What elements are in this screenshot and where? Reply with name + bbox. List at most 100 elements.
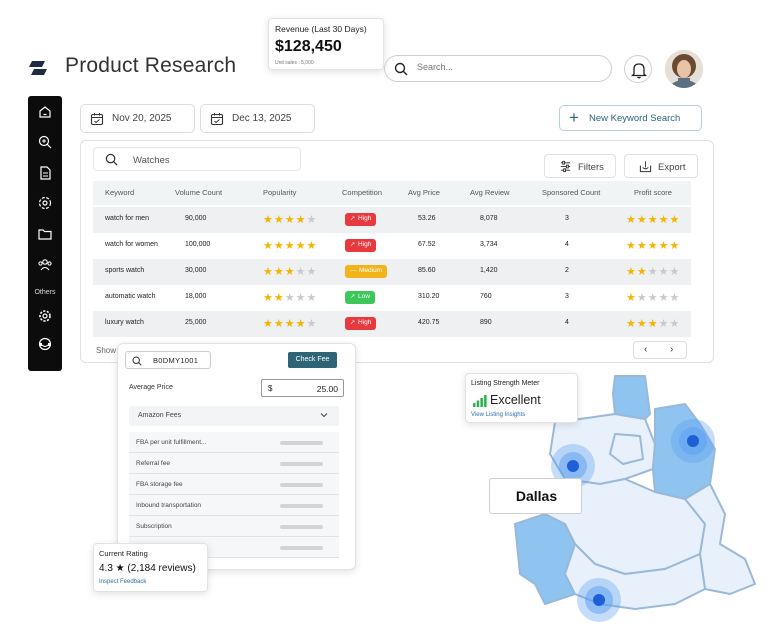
table-row[interactable]: watch for women 100,000 ★★★★★ ↗ High 67.52 3,7… bbox=[93, 233, 691, 259]
average-price-input[interactable]: $ 25.00 bbox=[261, 379, 344, 397]
star-icon: ★ bbox=[263, 240, 274, 252]
table-row[interactable]: automatic watch 18,000 ★★★★★ ↗ Low 310.20 760 3… bbox=[93, 285, 691, 311]
star-icon: ★ bbox=[626, 318, 637, 330]
star-icon: ★ bbox=[669, 292, 681, 304]
check-fee-button[interactable]: Check Fee bbox=[288, 352, 337, 368]
start-date-picker[interactable]: Nov 20, 2025 bbox=[80, 104, 195, 133]
profit-score-stars: ★★★★★ bbox=[626, 213, 680, 226]
search-bar[interactable] bbox=[384, 55, 612, 82]
inspect-feedback-link[interactable]: Inspect Feedback bbox=[99, 579, 147, 585]
star-icon: ★ bbox=[658, 240, 670, 252]
table-row[interactable]: sports watch 30,000 ★★★★★ — Medium 85.60 1,420… bbox=[93, 259, 691, 285]
page-title: Product Research bbox=[65, 54, 237, 77]
star-icon: ★ bbox=[647, 292, 659, 304]
search-icon bbox=[105, 153, 118, 166]
home-icon[interactable] bbox=[37, 104, 53, 120]
fee-calculator-card: B0DMY1001 Check Fee Average Price $ 25.0… bbox=[117, 343, 356, 570]
star-icon: ★ bbox=[626, 240, 637, 252]
start-date: Nov 20, 2025 bbox=[112, 113, 172, 124]
current-rating-card: Current Rating 4.3 ★ (2,184 reviews) Ins… bbox=[93, 543, 208, 592]
star-icon: ★ bbox=[636, 240, 648, 252]
competition-badge: ↗ High bbox=[345, 239, 377, 252]
city-name: Dallas bbox=[515, 488, 558, 504]
competition-badge: — Medium bbox=[345, 265, 388, 278]
plus-icon: + bbox=[569, 108, 579, 127]
new-keyword-search-button[interactable]: + New Keyword Search bbox=[559, 105, 702, 131]
star-icon: ★ bbox=[647, 318, 659, 330]
end-date: Dec 13, 2025 bbox=[232, 113, 292, 124]
next-page-icon[interactable]: › bbox=[670, 344, 674, 355]
column-header: Volume Count bbox=[175, 188, 223, 197]
filters-button[interactable]: Filters bbox=[544, 154, 616, 178]
star-icon: ★ bbox=[647, 214, 659, 226]
trend-up-icon: ↗ bbox=[350, 320, 356, 326]
star-icon: ★ bbox=[284, 292, 296, 304]
star-icon: ★ bbox=[295, 266, 307, 278]
competition-badge: ↗ High bbox=[345, 213, 377, 226]
star-icon: ★ bbox=[295, 214, 307, 226]
star-icon: ★ bbox=[626, 292, 637, 304]
sponsored-count-cell: 4 bbox=[565, 319, 569, 326]
zoom-icon[interactable] bbox=[37, 134, 53, 150]
gear-icon[interactable] bbox=[37, 308, 53, 324]
volume-cell: 25,000 bbox=[185, 319, 207, 326]
location-marker[interactable] bbox=[671, 419, 715, 463]
chevron-down-icon bbox=[320, 413, 328, 418]
average-price-value: 25.00 bbox=[316, 384, 338, 394]
amazon-fees-dropdown[interactable]: Amazon Fees bbox=[129, 406, 339, 426]
star-icon: ★ bbox=[295, 318, 307, 330]
star-icon: ★ bbox=[284, 266, 296, 278]
document-icon[interactable] bbox=[37, 165, 53, 181]
star-icon: ★ bbox=[658, 266, 670, 278]
settings-gear-icon[interactable] bbox=[37, 195, 53, 211]
star-icon: ★ bbox=[626, 266, 637, 278]
strength-value: Excellent bbox=[490, 393, 541, 407]
table-search[interactable]: Watches bbox=[93, 147, 301, 171]
fee-label: FBA storage fee bbox=[136, 481, 183, 488]
revenue-card: Revenue (Last 30 Days) $128,450 Unit sal… bbox=[268, 18, 384, 70]
avg-price-cell: 310.20 bbox=[418, 293, 440, 300]
avg-review-cell: 8,078 bbox=[480, 215, 498, 222]
location-marker[interactable] bbox=[551, 444, 595, 488]
others-label: Others bbox=[34, 289, 56, 296]
star-icon: ★ bbox=[284, 240, 296, 252]
show-entries-label: Show bbox=[96, 346, 117, 355]
column-header: Avg Price bbox=[408, 188, 440, 197]
fee-row: FBA storage fee bbox=[129, 474, 339, 495]
star-icon: ★ bbox=[295, 292, 307, 304]
search-input[interactable] bbox=[417, 62, 597, 72]
star-icon: ★ bbox=[658, 214, 670, 226]
popularity-stars: ★★★★★ bbox=[263, 265, 317, 278]
fees-list: FBA per unit fulfillment... Referral fee F… bbox=[129, 432, 339, 558]
end-date-picker[interactable]: Dec 13, 2025 bbox=[200, 104, 315, 133]
export-button[interactable]: Export bbox=[624, 154, 698, 178]
star-icon: ★ bbox=[263, 292, 274, 304]
amazon-fees-label: Amazon Fees bbox=[138, 412, 182, 419]
table-row[interactable]: luxury watch 25,000 ★★★★★ ↗ High 420.75 890 4 ★★… bbox=[93, 311, 691, 337]
star-icon: ★ bbox=[669, 266, 681, 278]
star-icon: ★ bbox=[636, 214, 648, 226]
prev-page-icon[interactable]: ‹ bbox=[644, 344, 648, 355]
asin-input[interactable]: B0DMY1001 bbox=[125, 351, 211, 369]
signal-bars-icon bbox=[473, 395, 487, 407]
competition-label: Low bbox=[358, 293, 370, 300]
profit-score-stars: ★★★★★ bbox=[626, 317, 680, 330]
folder-icon[interactable] bbox=[37, 226, 53, 242]
star-icon: ★ bbox=[669, 240, 681, 252]
rating-label: Current Rating bbox=[99, 549, 148, 558]
star-icon: ★ bbox=[263, 214, 274, 226]
trend-up-icon: ↗ bbox=[350, 216, 356, 222]
star-icon: ★ bbox=[263, 318, 274, 330]
notification-button[interactable] bbox=[624, 55, 652, 83]
filter-sliders-icon bbox=[560, 160, 571, 173]
star-icon: ★ bbox=[626, 214, 637, 226]
support-icon[interactable] bbox=[37, 336, 53, 352]
avatar[interactable] bbox=[665, 50, 703, 88]
avg-review-cell: 3,734 bbox=[480, 241, 498, 248]
table-row[interactable]: watch for men 90,000 ★★★★★ ↗ High 53.26 8,078 3… bbox=[93, 207, 691, 233]
star-icon: ★ bbox=[284, 318, 296, 330]
view-listing-insights-link[interactable]: View Listing Insights bbox=[471, 412, 526, 418]
sponsored-count-cell: 3 bbox=[565, 293, 569, 300]
location-marker[interactable] bbox=[577, 578, 621, 622]
users-icon[interactable] bbox=[37, 257, 53, 273]
